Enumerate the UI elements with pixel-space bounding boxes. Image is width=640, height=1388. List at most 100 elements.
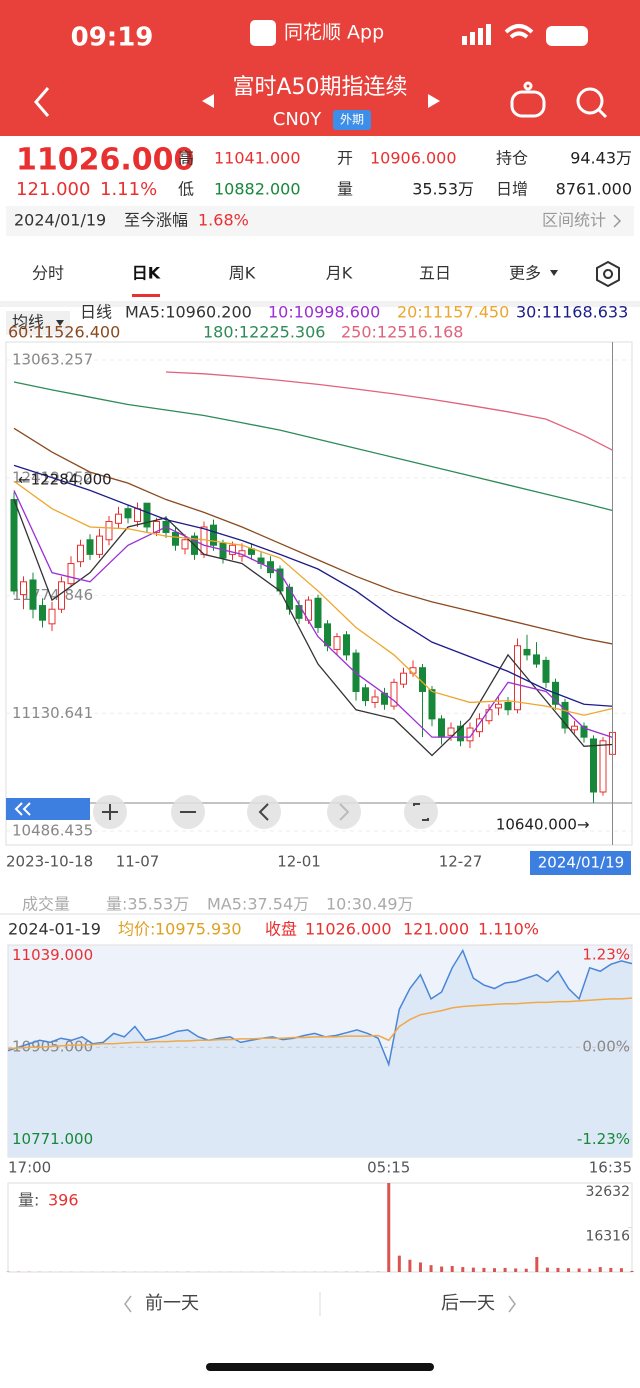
candle-body bbox=[21, 582, 27, 595]
x-tick-label: 16:35 bbox=[589, 1159, 632, 1177]
change: 121.000 bbox=[16, 179, 90, 200]
close-change: 121.000 bbox=[403, 920, 469, 939]
prev-day[interactable]: 前一天 bbox=[145, 1293, 199, 1314]
range-button[interactable]: 区间统计 bbox=[542, 211, 606, 230]
volume-bar bbox=[620, 1268, 623, 1272]
candle-body bbox=[135, 509, 141, 522]
volume-bar bbox=[387, 1183, 390, 1272]
low-annotation: 10640.000→ bbox=[496, 815, 590, 833]
tab[interactable]: 分时 bbox=[32, 264, 64, 283]
y-tick-label: 11130.641 bbox=[12, 704, 93, 722]
candle-body bbox=[40, 606, 46, 621]
candle-body bbox=[439, 719, 445, 737]
field-value: 10906.000 bbox=[370, 149, 457, 168]
line-label: 日线 bbox=[80, 303, 112, 322]
avg-label: 均价: bbox=[118, 920, 155, 939]
candle-body bbox=[372, 697, 378, 702]
legend-entry: 250:12516.168 bbox=[341, 323, 463, 342]
ma-line bbox=[14, 428, 613, 644]
legend-entry: 180:12225.306 bbox=[203, 323, 325, 342]
y-tick-label: 10771.000 bbox=[12, 1130, 93, 1148]
volume-bar bbox=[578, 1268, 581, 1272]
legend-entry: 60:11526.400 bbox=[8, 323, 120, 342]
candle-body bbox=[344, 635, 350, 655]
volume-bar bbox=[440, 1267, 443, 1272]
legend-entry: 30:11168.633 bbox=[516, 303, 628, 322]
y-tick-label: 11039.000 bbox=[12, 946, 93, 964]
volume-bar bbox=[525, 1269, 528, 1272]
tab[interactable]: 周K bbox=[229, 264, 256, 283]
candle-body bbox=[30, 580, 36, 609]
candle-body bbox=[116, 514, 122, 523]
candle-body bbox=[315, 598, 321, 627]
field-label: 量 bbox=[337, 180, 353, 199]
volume-bar bbox=[514, 1268, 517, 1272]
tabs: 分时 日K 周K 月K 五日 更多 bbox=[32, 264, 541, 283]
title: 富时A50期指连续 bbox=[232, 75, 407, 100]
ma-line bbox=[14, 481, 613, 715]
avg-value: 10975.930 bbox=[155, 920, 242, 939]
legend-entry: MA5:10960.200 bbox=[125, 303, 252, 322]
volume-bar bbox=[430, 1265, 433, 1272]
zoom-out-button[interactable] bbox=[6, 798, 90, 820]
y2-tick-label: 0.00% bbox=[582, 1038, 630, 1056]
y-tick-label: 13063.257 bbox=[12, 351, 93, 369]
next-day[interactable]: 后一天 bbox=[441, 1293, 495, 1314]
volume-value: 396 bbox=[48, 1191, 79, 1210]
field-label: 日增 bbox=[496, 180, 528, 199]
volume-bar bbox=[482, 1268, 485, 1272]
chart-control[interactable] bbox=[327, 795, 361, 829]
tab[interactable]: 月K bbox=[326, 264, 353, 283]
settings-icon[interactable] bbox=[597, 262, 619, 286]
candle-body bbox=[600, 741, 606, 792]
candle-body bbox=[211, 525, 217, 545]
candle-body bbox=[486, 710, 492, 721]
candle-body bbox=[97, 536, 103, 554]
tab[interactable]: 五日 bbox=[419, 264, 451, 283]
volume-bar bbox=[493, 1268, 496, 1272]
y2-tick-label: -1.23% bbox=[577, 1130, 630, 1148]
change-pct: 1.11% bbox=[100, 179, 157, 200]
volume-bar bbox=[588, 1269, 591, 1272]
field-label: 持仓 bbox=[496, 149, 528, 168]
clock: 09:19 bbox=[71, 23, 154, 53]
quote-fields: 高 11041.000 开 10906.000 持仓 94.43万 低 1088… bbox=[178, 149, 632, 199]
candle-body bbox=[182, 540, 188, 549]
close-label: 收盘 bbox=[265, 920, 297, 939]
tag: 外期 bbox=[340, 113, 364, 127]
candle-body bbox=[106, 521, 112, 539]
candle-body bbox=[543, 660, 549, 682]
range-value: 1.68% bbox=[198, 211, 249, 230]
volume-bar bbox=[631, 1271, 634, 1272]
candle-body bbox=[353, 653, 359, 691]
tab[interactable]: 更多 bbox=[509, 264, 541, 283]
candle-body bbox=[572, 726, 578, 730]
volume-bar bbox=[451, 1266, 454, 1272]
chart-control[interactable] bbox=[404, 795, 438, 829]
candle-body bbox=[515, 646, 521, 710]
range-date: 2024/01/19 bbox=[14, 211, 106, 230]
ma-line bbox=[14, 382, 613, 510]
tab[interactable]: 日K bbox=[132, 264, 161, 283]
range-label: 至今涨幅 bbox=[124, 211, 188, 230]
legend-entry: 10:10998.600 bbox=[268, 303, 380, 322]
chart-control[interactable] bbox=[247, 795, 281, 829]
candle-body bbox=[87, 540, 93, 555]
volume-bar bbox=[599, 1267, 602, 1272]
x-tick-label: 12-01 bbox=[277, 853, 321, 871]
y-tick-label: 10486.435 bbox=[12, 822, 93, 840]
field-label: 开 bbox=[337, 149, 353, 168]
volume-bar bbox=[472, 1268, 475, 1272]
x-tick-label: 05:15 bbox=[367, 1159, 410, 1177]
volume-bar bbox=[408, 1260, 411, 1272]
code: CN0Y bbox=[273, 109, 322, 130]
volume-item: 量:35.53万 bbox=[106, 895, 189, 914]
close-value: 11026.000 bbox=[305, 920, 392, 939]
field-value: 35.53万 bbox=[412, 180, 474, 199]
volume-item: 10:30.49万 bbox=[326, 895, 414, 914]
field-value: 10882.000 bbox=[214, 180, 301, 199]
candle-body bbox=[78, 545, 84, 561]
candle-body bbox=[325, 624, 331, 646]
home-indicator bbox=[206, 1363, 434, 1371]
